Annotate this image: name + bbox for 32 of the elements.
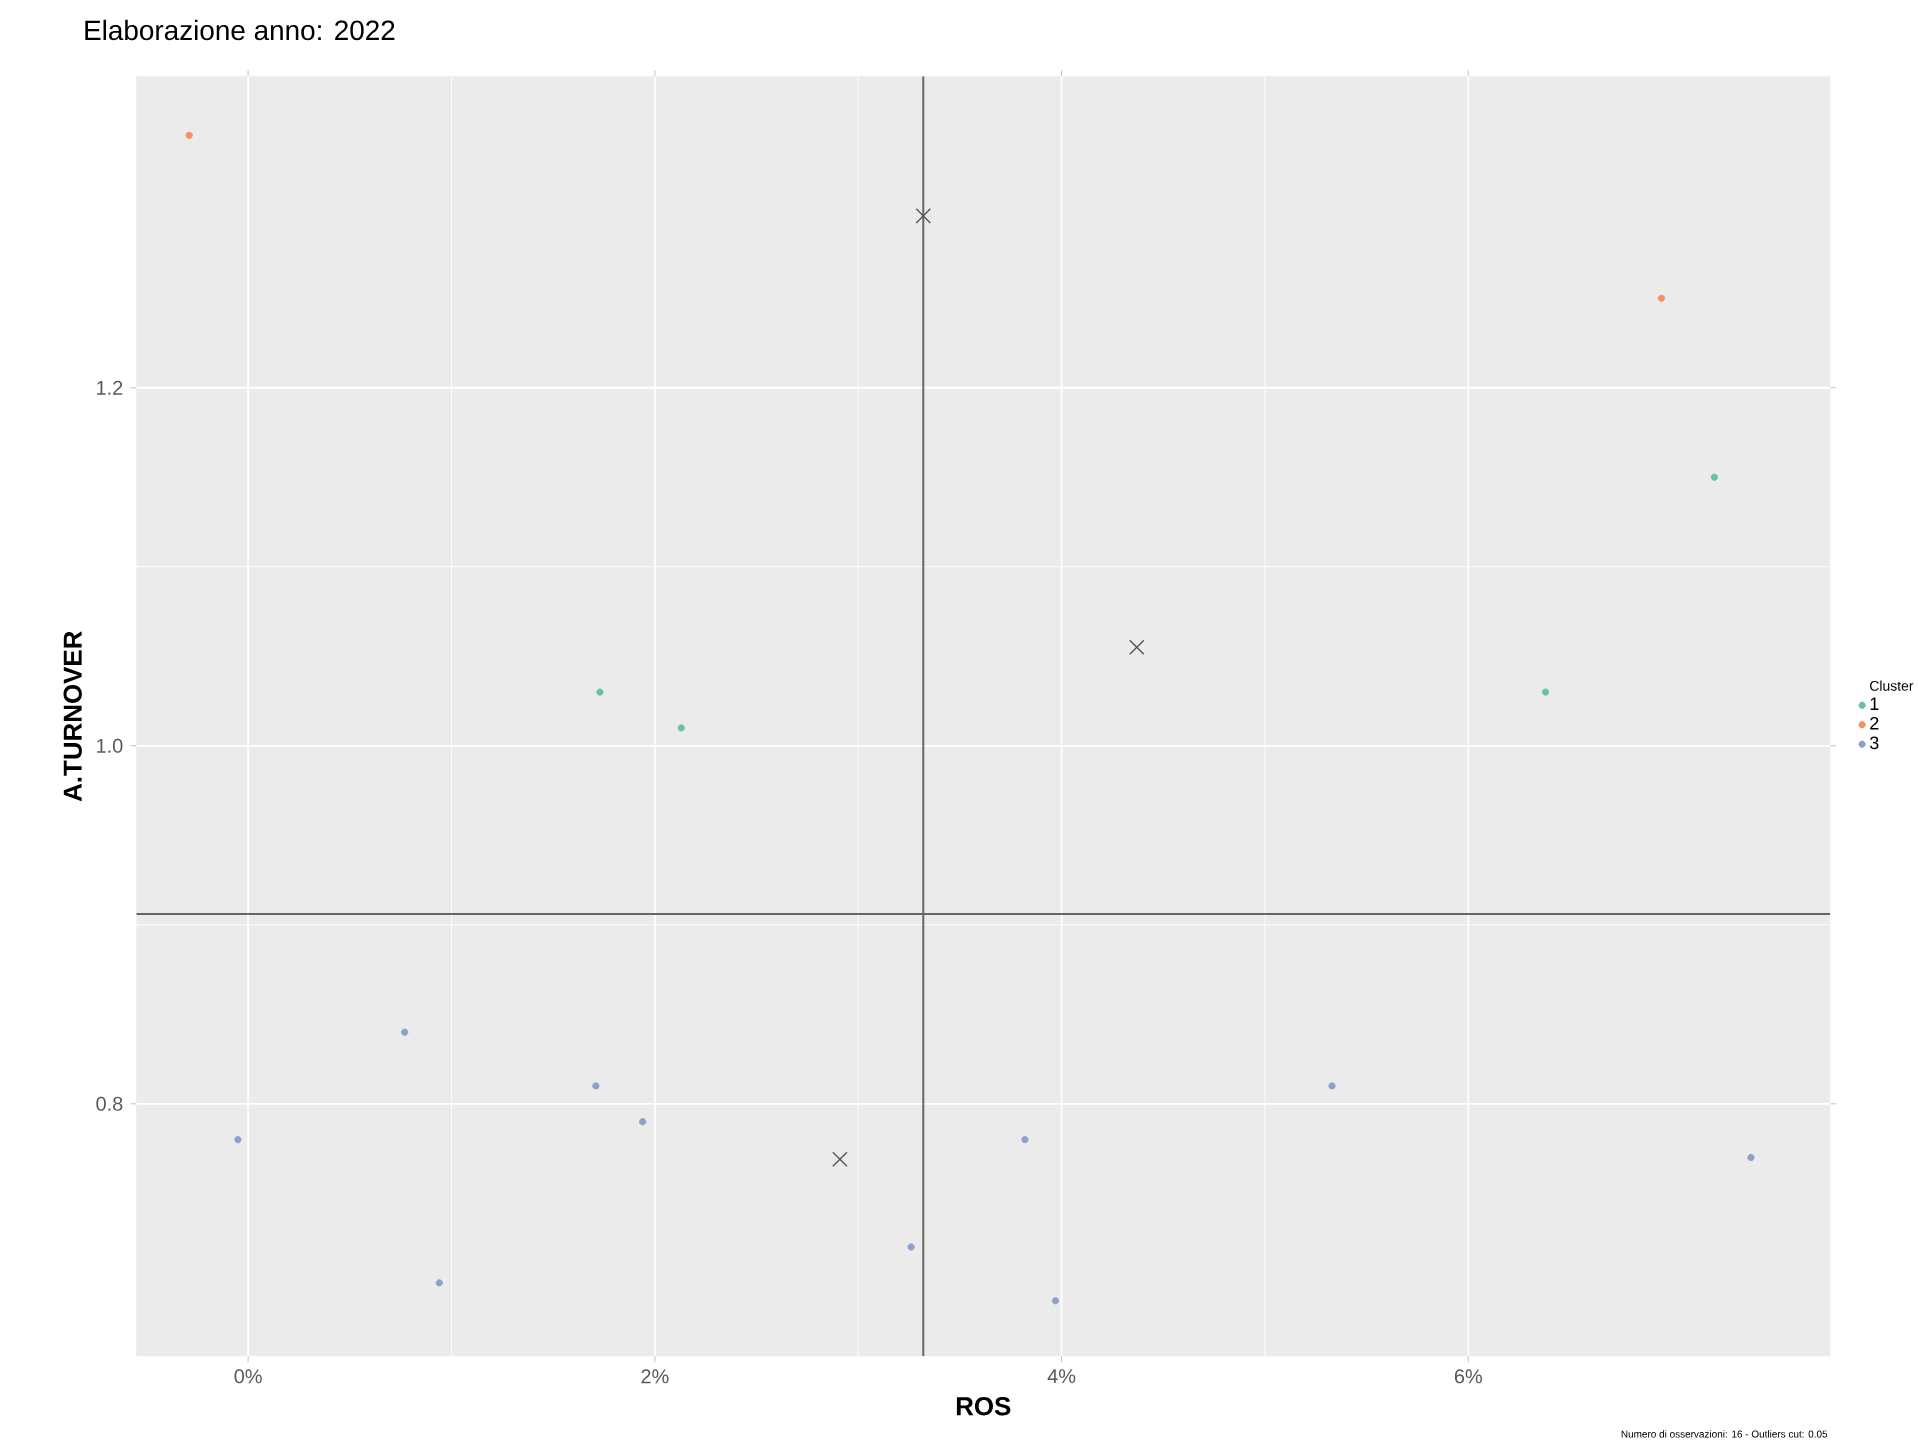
point	[639, 1118, 647, 1126]
x-tick-label: 6%	[1454, 1369, 1482, 1384]
point	[1747, 1153, 1755, 1162]
point	[1710, 473, 1718, 481]
point	[401, 1028, 409, 1036]
point	[1328, 1082, 1336, 1090]
point	[907, 1243, 915, 1251]
point	[1051, 1297, 1060, 1305]
point	[592, 1082, 600, 1090]
point	[1021, 1136, 1029, 1144]
point	[435, 1279, 443, 1287]
chart-title: Elaborazione anno: 2022	[85, 19, 395, 41]
point	[234, 1136, 242, 1144]
point	[1541, 688, 1550, 696]
legend-label: 3	[1869, 736, 1879, 750]
point	[677, 724, 685, 732]
x-axis-title: ROS	[956, 1397, 1011, 1416]
x-tick-label: 2%	[641, 1369, 669, 1384]
y-tick-label: 1.2	[97, 380, 123, 395]
point	[185, 131, 193, 139]
point	[1657, 294, 1666, 302]
legend-label: 1	[1870, 697, 1879, 710]
point	[1129, 639, 1145, 656]
x-tick-label: 0%	[234, 1369, 262, 1384]
point	[915, 208, 932, 224]
y-tick-label: 1.0	[97, 738, 123, 753]
y-axis-title: A.TURNOVER	[63, 631, 82, 802]
x-tick-label: 4%	[1047, 1369, 1076, 1384]
point	[832, 1151, 848, 1168]
point	[596, 688, 604, 696]
y-tick-label: 0.8	[96, 1096, 123, 1111]
legend-label: 2	[1870, 716, 1879, 730]
